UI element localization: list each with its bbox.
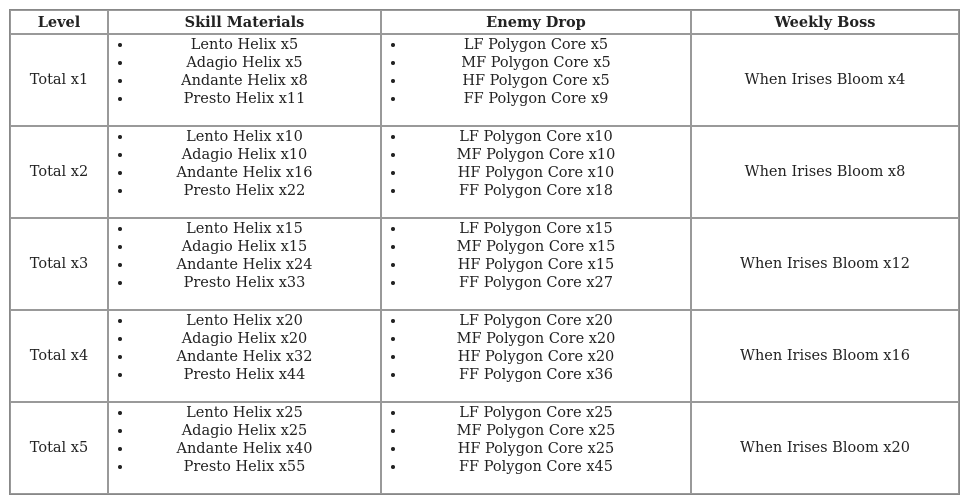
list-item: LF Polygon Core x5 (406, 36, 690, 54)
header-weekly-boss: Weekly Boss (691, 10, 959, 34)
weekly-boss-cell: When Irises Bloom x4 (691, 34, 959, 126)
enemy-drop-cell: LF Polygon Core x10MF Polygon Core x10HF… (381, 126, 691, 218)
skill-materials-cell: Lento Helix x20Adagio Helix x20Andante H… (108, 310, 381, 402)
list-item: Andante Helix x8 (133, 72, 380, 90)
list-item: HF Polygon Core x5 (406, 72, 690, 90)
list-item: LF Polygon Core x15 (406, 220, 690, 238)
list-item: FF Polygon Core x9 (406, 90, 690, 108)
list-item: LF Polygon Core x20 (406, 312, 690, 330)
list-item: HF Polygon Core x20 (406, 348, 690, 366)
header-row: Level Skill Materials Enemy Drop Weekly … (10, 10, 959, 34)
weekly-boss-cell: When Irises Bloom x16 (691, 310, 959, 402)
enemy-list: LF Polygon Core x15MF Polygon Core x15HF… (382, 220, 690, 292)
list-item: FF Polygon Core x45 (406, 458, 690, 476)
skill-list: Lento Helix x5Adagio Helix x5Andante Hel… (109, 36, 380, 108)
list-item: FF Polygon Core x36 (406, 366, 690, 384)
enemy-drop-cell: LF Polygon Core x20MF Polygon Core x20HF… (381, 310, 691, 402)
header-level: Level (10, 10, 108, 34)
list-item: Andante Helix x32 (133, 348, 380, 366)
header-skill-materials: Skill Materials (108, 10, 381, 34)
level-cell: Total x2 (10, 126, 108, 218)
skill-materials-cell: Lento Helix x10Adagio Helix x10Andante H… (108, 126, 381, 218)
skill-list: Lento Helix x15Adagio Helix x15Andante H… (109, 220, 380, 292)
list-item: Adagio Helix x15 (133, 238, 380, 256)
table-row: Total x3Lento Helix x15Adagio Helix x15A… (10, 218, 959, 310)
skill-materials-cell: Lento Helix x25Adagio Helix x25Andante H… (108, 402, 381, 494)
skill-materials-cell: Lento Helix x5Adagio Helix x5Andante Hel… (108, 34, 381, 126)
table-row: Total x5Lento Helix x25Adagio Helix x25A… (10, 402, 959, 494)
header-enemy-drop: Enemy Drop (381, 10, 691, 34)
list-item: LF Polygon Core x10 (406, 128, 690, 146)
table-body: Total x1Lento Helix x5Adagio Helix x5And… (10, 34, 959, 494)
weekly-boss-cell: When Irises Bloom x8 (691, 126, 959, 218)
list-item: HF Polygon Core x25 (406, 440, 690, 458)
list-item: Lento Helix x15 (133, 220, 380, 238)
enemy-list: LF Polygon Core x5MF Polygon Core x5HF P… (382, 36, 690, 108)
enemy-drop-cell: LF Polygon Core x5MF Polygon Core x5HF P… (381, 34, 691, 126)
skill-materials-cell: Lento Helix x15Adagio Helix x15Andante H… (108, 218, 381, 310)
enemy-list: LF Polygon Core x25MF Polygon Core x25HF… (382, 404, 690, 476)
list-item: Lento Helix x10 (133, 128, 380, 146)
list-item: Andante Helix x24 (133, 256, 380, 274)
skill-list: Lento Helix x25Adagio Helix x25Andante H… (109, 404, 380, 476)
enemy-list: LF Polygon Core x10MF Polygon Core x10HF… (382, 128, 690, 200)
list-item: Adagio Helix x10 (133, 146, 380, 164)
list-item: MF Polygon Core x20 (406, 330, 690, 348)
enemy-drop-cell: LF Polygon Core x25MF Polygon Core x25HF… (381, 402, 691, 494)
list-item: Adagio Helix x20 (133, 330, 380, 348)
list-item: Presto Helix x22 (133, 182, 380, 200)
weekly-boss-cell: When Irises Bloom x20 (691, 402, 959, 494)
skill-list: Lento Helix x10Adagio Helix x10Andante H… (109, 128, 380, 200)
list-item: MF Polygon Core x25 (406, 422, 690, 440)
materials-table: Level Skill Materials Enemy Drop Weekly … (9, 9, 960, 495)
skill-list: Lento Helix x20Adagio Helix x20Andante H… (109, 312, 380, 384)
list-item: MF Polygon Core x10 (406, 146, 690, 164)
list-item: MF Polygon Core x5 (406, 54, 690, 72)
enemy-list: LF Polygon Core x20MF Polygon Core x20HF… (382, 312, 690, 384)
level-cell: Total x5 (10, 402, 108, 494)
list-item: Andante Helix x40 (133, 440, 380, 458)
level-cell: Total x4 (10, 310, 108, 402)
list-item: Adagio Helix x25 (133, 422, 380, 440)
list-item: Lento Helix x25 (133, 404, 380, 422)
enemy-drop-cell: LF Polygon Core x15MF Polygon Core x15HF… (381, 218, 691, 310)
table-row: Total x4Lento Helix x20Adagio Helix x20A… (10, 310, 959, 402)
level-cell: Total x3 (10, 218, 108, 310)
list-item: FF Polygon Core x18 (406, 182, 690, 200)
list-item: Presto Helix x55 (133, 458, 380, 476)
table-row: Total x1Lento Helix x5Adagio Helix x5And… (10, 34, 959, 126)
list-item: Presto Helix x33 (133, 274, 380, 292)
list-item: Lento Helix x20 (133, 312, 380, 330)
list-item: Andante Helix x16 (133, 164, 380, 182)
list-item: FF Polygon Core x27 (406, 274, 690, 292)
list-item: HF Polygon Core x15 (406, 256, 690, 274)
list-item: Adagio Helix x5 (133, 54, 380, 72)
list-item: LF Polygon Core x25 (406, 404, 690, 422)
list-item: MF Polygon Core x15 (406, 238, 690, 256)
level-cell: Total x1 (10, 34, 108, 126)
list-item: Presto Helix x44 (133, 366, 380, 384)
table-row: Total x2Lento Helix x10Adagio Helix x10A… (10, 126, 959, 218)
list-item: HF Polygon Core x10 (406, 164, 690, 182)
list-item: Presto Helix x11 (133, 90, 380, 108)
weekly-boss-cell: When Irises Bloom x12 (691, 218, 959, 310)
list-item: Lento Helix x5 (133, 36, 380, 54)
